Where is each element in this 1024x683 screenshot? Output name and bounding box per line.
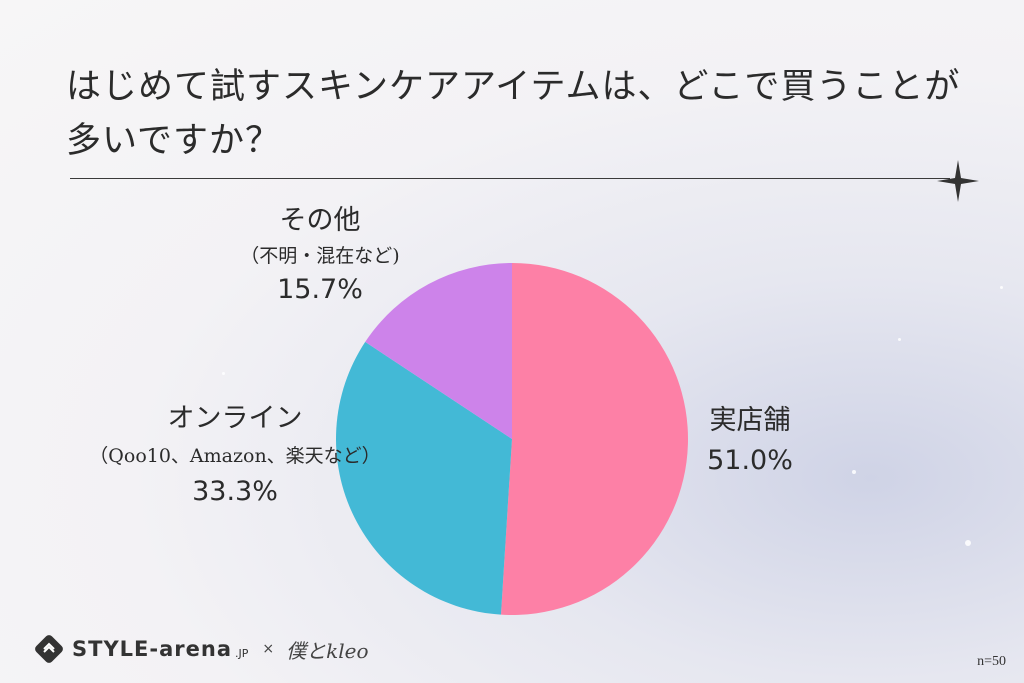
sparkle-dot xyxy=(965,540,971,546)
slice-pct-online: 33.3% xyxy=(192,476,278,507)
sparkle-dot xyxy=(1000,286,1003,289)
title-divider xyxy=(70,178,950,179)
pie-slice-other xyxy=(365,263,512,439)
label-store: 実店舗 51.0% xyxy=(700,398,800,476)
sparkle-dot xyxy=(898,338,901,341)
slice-pct-other: 15.7% xyxy=(277,274,363,305)
slice-note-other: （不明・混在など) xyxy=(240,245,400,267)
label-online: オンライン （Qoo10、Amazon、楽天など） 33.3% xyxy=(40,396,430,507)
slice-name-online: オンライン xyxy=(167,403,303,434)
slice-name-store: 実店舗 xyxy=(709,405,791,436)
sample-size: n=50 xyxy=(977,654,1006,669)
slice-note-online: （Qoo10、Amazon、楽天など） xyxy=(89,445,381,467)
brand-logo-icon xyxy=(35,635,63,663)
slice-pct-store: 51.0% xyxy=(707,445,793,476)
sparkle-icon xyxy=(937,160,979,202)
slice-name-other: その他 xyxy=(279,205,361,236)
separator: × xyxy=(262,641,275,657)
footer-logos: STYLE-arena .JP × 僕とkleo xyxy=(34,634,369,664)
sparkle-dot xyxy=(222,372,225,375)
label-other: その他 （不明・混在など) 15.7% xyxy=(200,198,440,305)
brand-suffix: .JP xyxy=(235,646,249,660)
brand-name: STYLE-arena xyxy=(72,637,232,661)
chart-title: はじめて試すスキンケアアイテムは、どこで買うことが多いですか？ xyxy=(66,67,961,161)
pie-slice-online xyxy=(336,341,512,615)
partner-logo: 僕とkleo xyxy=(286,638,369,663)
pie-slice-store xyxy=(500,263,688,615)
sparkle-dot xyxy=(852,470,856,474)
